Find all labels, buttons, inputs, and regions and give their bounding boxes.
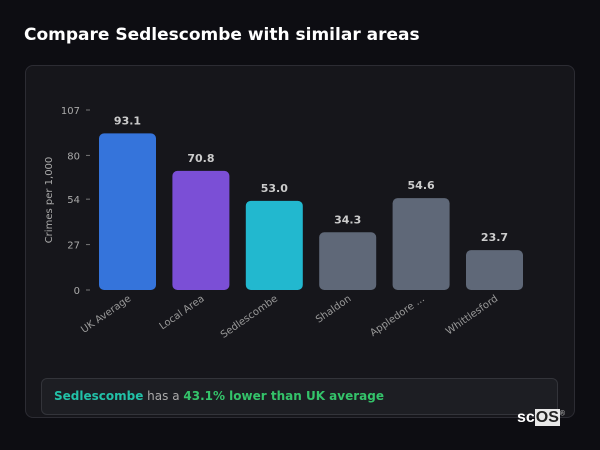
y-tick-label: 80 [67, 151, 80, 162]
bar-value-label: 54.6 [408, 179, 435, 192]
bar-value-label: 53.0 [261, 182, 288, 195]
page-title: Compare Sedlescombe with similar areas [24, 25, 420, 45]
bar[interactable] [245, 200, 303, 290]
bar-value-label: 34.3 [334, 213, 361, 226]
x-tick-label: UK Average [79, 293, 133, 335]
summary-place: Sedlescombe [54, 389, 144, 403]
x-tick-label: Shaldon [314, 293, 353, 325]
bar[interactable] [392, 198, 450, 290]
summary-comparison: 43.1% lower than UK average [183, 389, 384, 403]
y-axis-label: Crimes per 1,000 [44, 157, 55, 244]
bar-value-label: 23.7 [481, 231, 508, 244]
bar-value-label: 70.8 [187, 152, 214, 165]
x-tick-label: Appledore ... [368, 293, 426, 339]
y-tick-label: 107 [61, 106, 80, 117]
y-tick-label: 27 [67, 241, 80, 252]
y-tick-label: 0 [74, 286, 80, 297]
bar[interactable] [99, 133, 156, 290]
summary-box: Sedlescombe has a 43.1% lower than UK av… [41, 378, 558, 415]
summary-middle: has a [143, 389, 184, 403]
x-tick-label: Sedlescombe [219, 293, 280, 340]
bar-value-label: 93.1 [114, 114, 141, 127]
bar[interactable] [466, 250, 523, 290]
scos-logo: scOS® [517, 409, 566, 426]
bar[interactable] [319, 232, 377, 290]
bar[interactable] [172, 170, 230, 290]
x-tick-label: Whittlesford [444, 293, 500, 337]
x-tick-label: Local Area [158, 293, 207, 332]
y-tick-label: 54 [67, 195, 80, 206]
